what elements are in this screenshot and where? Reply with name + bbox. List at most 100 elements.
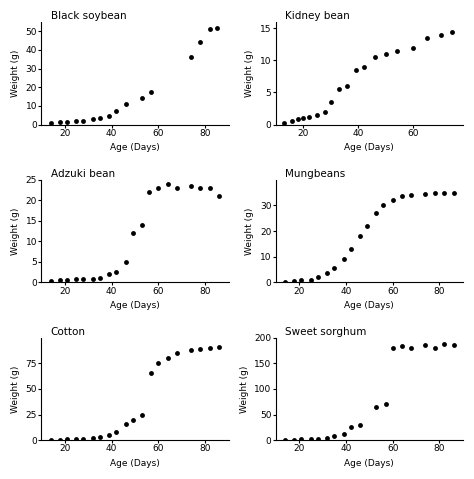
Point bbox=[291, 436, 298, 444]
Point bbox=[408, 344, 415, 352]
Point bbox=[173, 184, 181, 192]
Y-axis label: Weight (g): Weight (g) bbox=[11, 49, 20, 97]
Point bbox=[352, 66, 359, 74]
Point bbox=[280, 119, 288, 126]
Point bbox=[373, 209, 380, 217]
Point bbox=[313, 111, 321, 119]
Point bbox=[380, 202, 387, 209]
Point bbox=[213, 24, 221, 32]
Point bbox=[281, 436, 289, 444]
Point bbox=[96, 114, 104, 122]
Point bbox=[138, 94, 146, 102]
Point bbox=[47, 119, 55, 126]
Point bbox=[448, 28, 456, 35]
Point bbox=[187, 346, 195, 354]
Point bbox=[450, 189, 457, 196]
Point bbox=[164, 180, 172, 188]
Point bbox=[410, 44, 417, 51]
Point bbox=[112, 428, 120, 436]
Text: Sweet sorghum: Sweet sorghum bbox=[285, 327, 366, 337]
Point bbox=[307, 435, 315, 443]
Point bbox=[347, 245, 355, 253]
Point bbox=[371, 53, 379, 61]
Point bbox=[187, 54, 195, 61]
Point bbox=[215, 192, 223, 200]
Point bbox=[47, 277, 55, 285]
Point bbox=[327, 98, 335, 106]
Point bbox=[408, 191, 415, 199]
Point bbox=[73, 275, 80, 283]
Point bbox=[340, 255, 347, 263]
Point bbox=[330, 264, 338, 272]
Point bbox=[80, 117, 87, 125]
Point bbox=[431, 189, 438, 196]
Point bbox=[323, 434, 331, 442]
Point bbox=[129, 416, 137, 423]
Point bbox=[96, 433, 104, 440]
X-axis label: Age (Days): Age (Days) bbox=[345, 459, 394, 468]
Point bbox=[197, 345, 204, 353]
Point bbox=[360, 63, 367, 70]
Point bbox=[147, 88, 155, 96]
Point bbox=[323, 270, 331, 277]
Point bbox=[300, 114, 307, 122]
Point bbox=[122, 420, 129, 428]
Point bbox=[112, 107, 120, 114]
X-axis label: Age (Days): Age (Days) bbox=[345, 301, 394, 310]
Point bbox=[145, 188, 153, 196]
Point bbox=[96, 274, 104, 282]
Point bbox=[187, 182, 195, 190]
Point bbox=[335, 85, 343, 93]
Point bbox=[389, 196, 396, 204]
Point bbox=[393, 47, 401, 55]
Point bbox=[305, 113, 312, 121]
Point bbox=[298, 435, 305, 443]
Point bbox=[440, 340, 448, 347]
X-axis label: Age (Days): Age (Days) bbox=[110, 143, 160, 152]
Text: Black soybean: Black soybean bbox=[51, 11, 126, 21]
Y-axis label: Weight (g): Weight (g) bbox=[11, 207, 20, 255]
Point bbox=[56, 118, 64, 126]
Point bbox=[138, 411, 146, 418]
Point bbox=[73, 117, 80, 125]
Point bbox=[164, 354, 172, 362]
Point bbox=[89, 434, 97, 442]
Y-axis label: Weight (g): Weight (g) bbox=[246, 207, 255, 255]
X-axis label: Age (Days): Age (Days) bbox=[110, 459, 160, 468]
Point bbox=[64, 435, 71, 443]
Text: Adzuki bean: Adzuki bean bbox=[51, 169, 115, 179]
Point bbox=[80, 435, 87, 443]
Point bbox=[389, 344, 396, 352]
Point bbox=[56, 436, 64, 444]
Text: Cotton: Cotton bbox=[51, 327, 86, 337]
Point bbox=[64, 276, 71, 284]
Point bbox=[155, 359, 162, 367]
Point bbox=[422, 342, 429, 349]
Point bbox=[197, 184, 204, 192]
Point bbox=[347, 423, 355, 431]
Point bbox=[105, 112, 113, 120]
Point bbox=[382, 50, 390, 58]
X-axis label: Age (Days): Age (Days) bbox=[110, 301, 160, 310]
Y-axis label: Weight (g): Weight (g) bbox=[240, 365, 249, 412]
Point bbox=[373, 403, 380, 411]
Point bbox=[89, 115, 97, 123]
Point bbox=[314, 435, 321, 443]
Point bbox=[314, 274, 321, 281]
Point bbox=[129, 229, 137, 237]
Point bbox=[288, 117, 296, 125]
Point bbox=[138, 221, 146, 228]
Point bbox=[307, 276, 315, 284]
Point bbox=[363, 222, 371, 230]
Point bbox=[173, 349, 181, 357]
Point bbox=[105, 431, 113, 439]
Point bbox=[437, 31, 445, 38]
Point bbox=[73, 435, 80, 443]
Point bbox=[450, 342, 457, 349]
Point bbox=[64, 118, 71, 125]
Point bbox=[147, 370, 155, 377]
Point bbox=[294, 115, 301, 123]
Point bbox=[291, 277, 298, 285]
Y-axis label: Weight (g): Weight (g) bbox=[246, 49, 255, 97]
Point bbox=[122, 100, 129, 108]
